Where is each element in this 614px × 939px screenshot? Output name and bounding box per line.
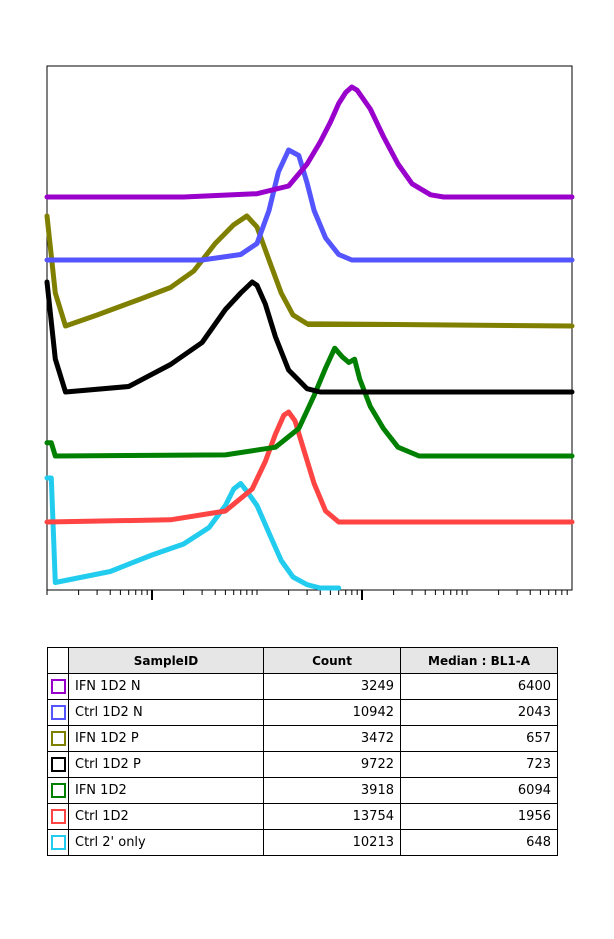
count-cell: 3918: [263, 777, 401, 804]
series-line: [44, 279, 575, 395]
plot-frame: [46, 65, 573, 591]
series-line: [44, 475, 342, 591]
legend-swatch: [47, 777, 69, 804]
median-cell: 723: [400, 751, 558, 778]
table-row: Ctrl 1D2 P 9722 723: [47, 751, 558, 778]
legend-swatch: [47, 803, 69, 830]
count-cell: 3249: [263, 673, 401, 700]
table-header-row: SampleID Count Median : BL1-A: [47, 647, 558, 674]
sample-id-cell: Ctrl 1D2 N: [68, 699, 264, 726]
table-row: Ctrl 1D2 N 10942 2043: [47, 699, 558, 726]
column-header-count: Count: [263, 647, 401, 674]
count-cell: 10942: [263, 699, 401, 726]
column-header-sampleid: SampleID: [68, 647, 264, 674]
median-cell: 648: [400, 829, 558, 856]
column-header-median: Median : BL1-A: [400, 647, 558, 674]
sample-id-cell: IFN 1D2 P: [68, 725, 264, 752]
count-cell: 3472: [263, 725, 401, 752]
median-cell: 6094: [400, 777, 558, 804]
series-line: [44, 84, 575, 200]
table-row: IFN 1D2 P 3472 657: [47, 725, 558, 752]
median-cell: 657: [400, 725, 558, 752]
legend-swatch: [47, 725, 69, 752]
x-axis-ticks: [46, 590, 568, 600]
sample-id-cell: IFN 1D2: [68, 777, 264, 804]
median-cell: 1956: [400, 803, 558, 830]
histogram-overlay-plot: [44, 65, 575, 600]
series-line: [44, 345, 575, 459]
count-cell: 10213: [263, 829, 401, 856]
sample-id-cell: Ctrl 1D2 P: [68, 751, 264, 778]
series-line: [44, 409, 575, 525]
series-line: [44, 213, 575, 329]
legend-swatch: [47, 699, 69, 726]
median-cell: 6400: [400, 673, 558, 700]
median-cell: 2043: [400, 699, 558, 726]
sample-id-cell: Ctrl 1D2: [68, 803, 264, 830]
count-cell: 13754: [263, 803, 401, 830]
table-row: Ctrl 1D2 13754 1956: [47, 803, 558, 830]
table-row: IFN 1D2 3918 6094: [47, 777, 558, 804]
count-cell: 9722: [263, 751, 401, 778]
swatch-header: [47, 647, 69, 674]
legend-swatch: [47, 751, 69, 778]
table-row: Ctrl 2' only 10213 648: [47, 829, 558, 856]
sample-id-cell: Ctrl 2' only: [68, 829, 264, 856]
legend-swatch: [47, 673, 69, 700]
legend-swatch: [47, 829, 69, 856]
table-row: IFN 1D2 N 3249 6400: [47, 673, 558, 700]
series-layer: [44, 84, 575, 591]
series-line: [44, 147, 575, 263]
sample-id-cell: IFN 1D2 N: [68, 673, 264, 700]
